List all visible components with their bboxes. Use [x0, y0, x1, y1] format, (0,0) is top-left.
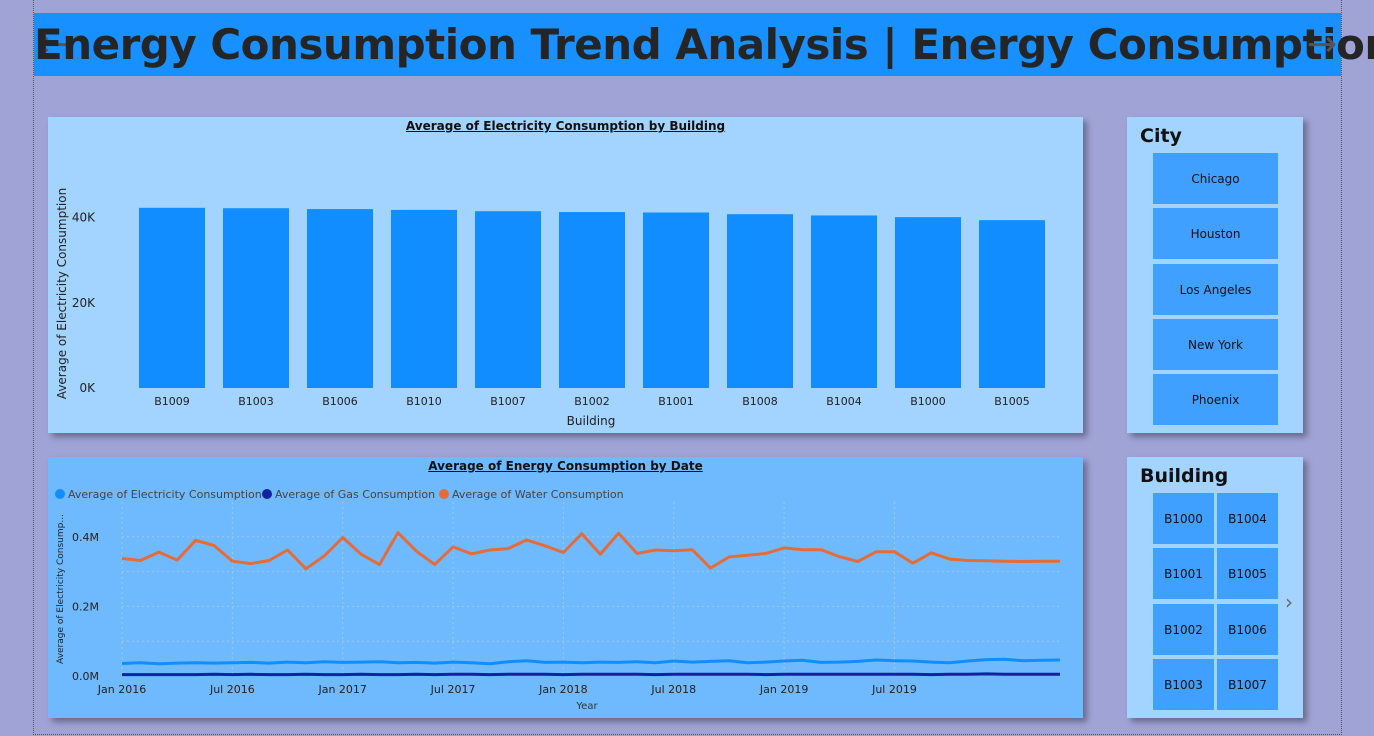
city-slicer-title: City [1140, 125, 1182, 147]
legend-label: Average of Water Consumption [452, 488, 624, 501]
y-tick-label: 0K [79, 381, 96, 395]
y-tick-label: 40K [72, 211, 96, 225]
bar-b1007 [475, 211, 541, 388]
legend-marker [262, 489, 272, 499]
bar-b1003 [223, 208, 289, 388]
bar-b1008 [727, 214, 793, 388]
x-tick-label: B1007 [490, 395, 526, 408]
bar-b1000 [895, 217, 961, 388]
bar-b1004 [811, 215, 877, 388]
y-axis-label: Average of Electricity Consumption [55, 188, 69, 399]
legend-label: Average of Gas Consumption [275, 488, 435, 501]
x-tick-label: Jul 2017 [430, 683, 476, 696]
legend-marker [55, 489, 65, 499]
x-tick-label: B1005 [994, 395, 1030, 408]
y-tick-label: 20K [72, 296, 96, 310]
arrow-left-icon[interactable]: ← [37, 24, 69, 65]
legend-marker [439, 489, 449, 499]
bar-chart-visual[interactable]: Average of Electricity Consumption by Bu… [48, 117, 1083, 433]
x-axis-label: Year [575, 701, 598, 712]
line-chart-svg: Average of Electricity Consumption Averag… [55, 488, 1061, 712]
x-tick-label: B1008 [742, 395, 778, 408]
city-option-new-york[interactable]: New York [1153, 319, 1278, 370]
bar-chart-title: Average of Electricity Consumption by Bu… [405, 119, 726, 133]
city-option-houston[interactable]: Houston [1153, 208, 1278, 259]
line-chart-title: Average of Energy Consumption by Date [428, 459, 703, 473]
report-header: ← Energy Consumption Trend Analysis | En… [34, 13, 1374, 76]
report-canvas-border [33, 0, 1342, 735]
line-chart-visual[interactable]: Average of Energy Consumption by Date Av… [48, 457, 1083, 718]
x-tick-label: B1003 [238, 395, 274, 408]
x-tick-label: Jul 2019 [871, 683, 917, 696]
x-tick-label: Jan 2018 [538, 683, 587, 696]
y-tick-label: 0.2M [72, 600, 99, 613]
x-tick-label: Jan 2016 [97, 683, 146, 696]
x-tick-label: B1002 [574, 395, 610, 408]
bar-b1002 [559, 212, 625, 388]
series-line-gas [122, 672, 1060, 677]
chevron-right-icon[interactable]: › [1285, 590, 1293, 614]
building-option-b1000[interactable]: B1000 [1153, 493, 1214, 544]
arrow-right-icon[interactable]: → [1306, 24, 1338, 65]
x-tick-label: B1006 [322, 395, 358, 408]
bar-b1005 [979, 220, 1045, 388]
x-tick-label: Jan 2017 [317, 683, 366, 696]
x-axis-label: Building [567, 414, 616, 428]
city-slicer: City Chicago Houston Los Angeles New Yor… [1127, 117, 1303, 433]
x-tick-label: B1010 [406, 395, 442, 408]
building-option-b1001[interactable]: B1001 [1153, 548, 1214, 599]
building-slicer: Building B1000 B1004 B1001 B1005 B1002 B… [1127, 457, 1303, 718]
building-option-b1007[interactable]: B1007 [1217, 659, 1278, 710]
series-line-water [121, 531, 1060, 571]
bar-b1009 [139, 207, 205, 388]
building-slicer-title: Building [1140, 465, 1229, 487]
city-option-los-angeles[interactable]: Los Angeles [1153, 264, 1278, 315]
building-option-b1005[interactable]: B1005 [1217, 548, 1278, 599]
y-tick-label: 0.0M [72, 670, 99, 683]
building-option-b1006[interactable]: B1006 [1217, 604, 1278, 655]
bar-b1001 [643, 212, 709, 388]
city-option-chicago[interactable]: Chicago [1153, 153, 1278, 204]
page-title: Energy Consumption Trend Analysis | Ener… [34, 20, 1374, 69]
x-tick-label: Jan 2019 [759, 683, 808, 696]
x-tick-label: Jul 2016 [209, 683, 255, 696]
x-tick-label: B1004 [826, 395, 862, 408]
x-tick-label: Jul 2018 [650, 683, 696, 696]
x-tick-label: B1001 [658, 395, 694, 408]
building-option-b1002[interactable]: B1002 [1153, 604, 1214, 655]
city-option-phoenix[interactable]: Phoenix [1153, 374, 1278, 425]
y-tick-label: 0.4M [72, 531, 99, 544]
building-option-b1004[interactable]: B1004 [1217, 493, 1278, 544]
legend-label: Average of Electricity Consumption [68, 488, 262, 501]
y-axis-label: Average of Electricity Consump... [56, 514, 66, 664]
x-tick-label: B1009 [154, 395, 190, 408]
bar-b1006 [307, 209, 373, 388]
building-option-b1003[interactable]: B1003 [1153, 659, 1214, 710]
series-line-electricity [121, 657, 1061, 666]
x-tick-label: B1000 [910, 395, 946, 408]
bar-b1010 [391, 209, 457, 388]
